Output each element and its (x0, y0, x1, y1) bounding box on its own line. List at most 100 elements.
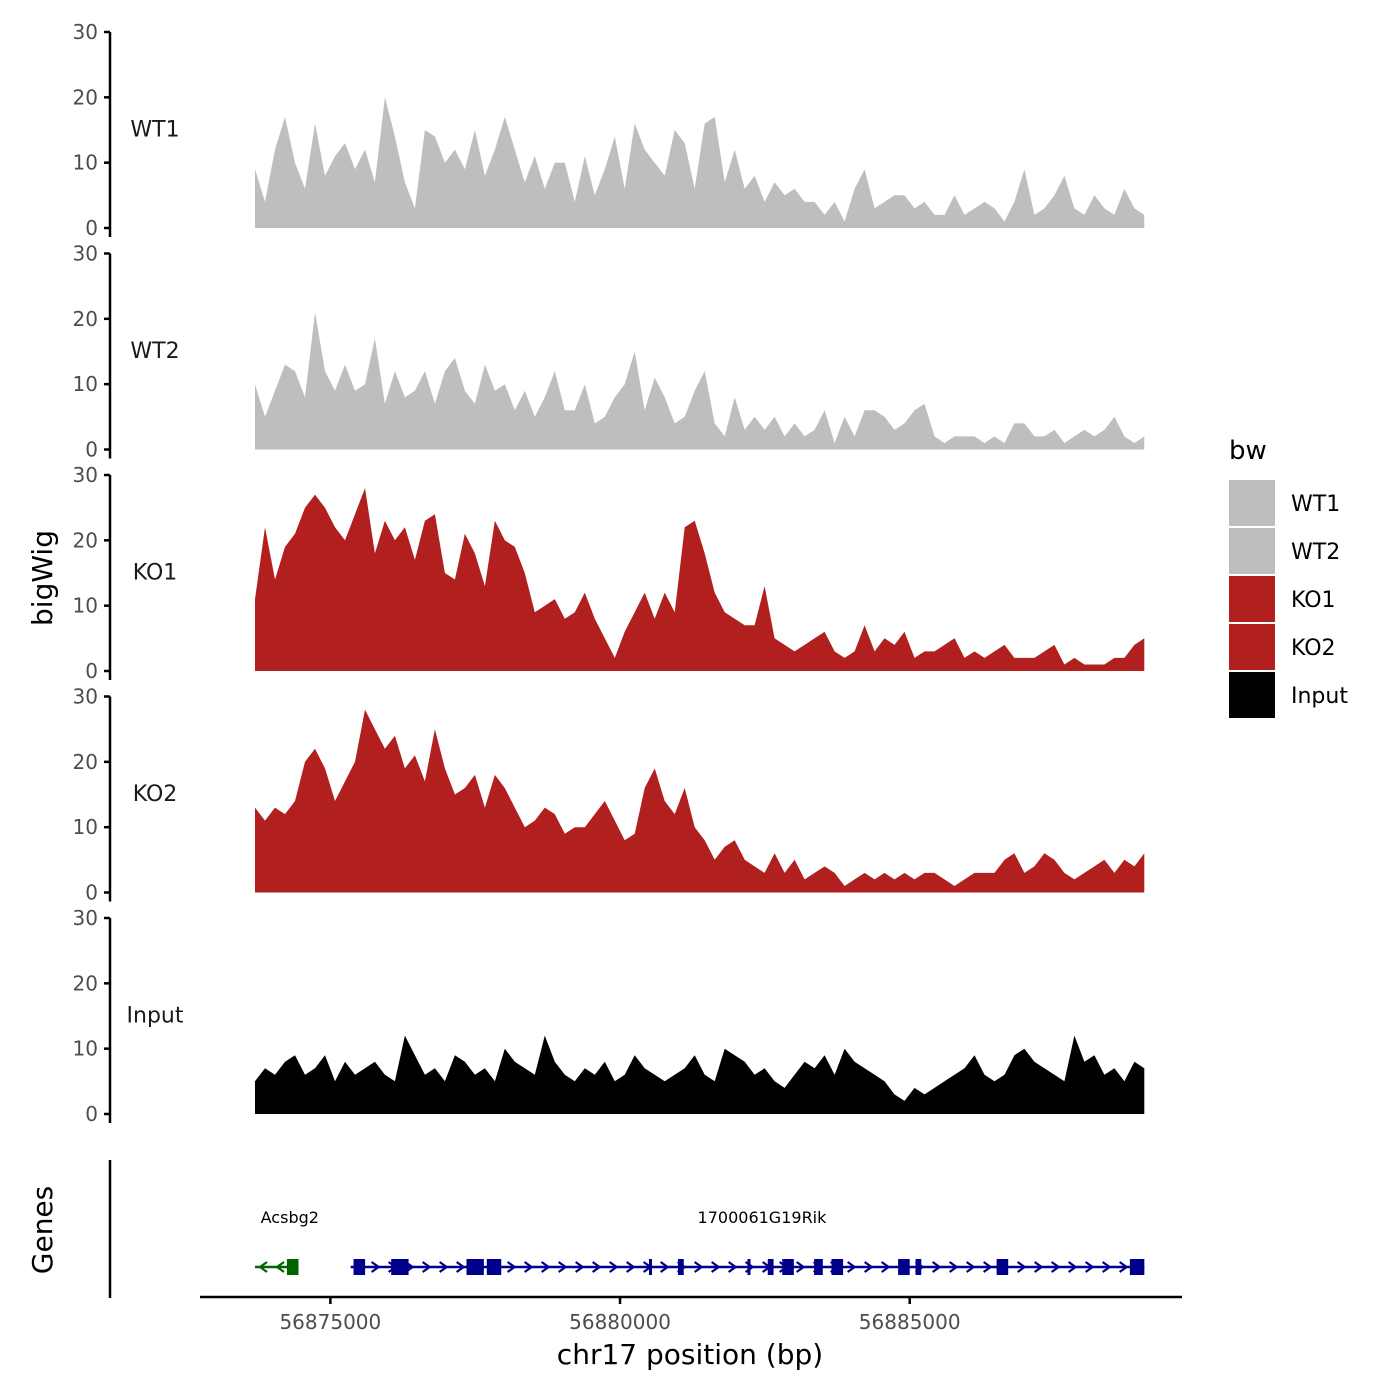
strand-chevron (1050, 1261, 1061, 1273)
gene-1700061g19rik: 1700061G19Rik (350, 1208, 1145, 1275)
strand-chevron (931, 1261, 942, 1273)
strand-chevron (523, 1261, 534, 1273)
strand-chevron (608, 1261, 619, 1273)
legend-label: Input (1291, 684, 1348, 709)
strand-chevron (1118, 1261, 1129, 1273)
area-ko2 (255, 709, 1145, 893)
strand-chevron (1033, 1261, 1044, 1273)
strand-chevron (1067, 1261, 1078, 1273)
strand-chevron (693, 1261, 704, 1273)
strand-chevron (557, 1261, 568, 1273)
track-input: 0 10 20 30 Input (73, 906, 1145, 1126)
y-tick-label: 30 (73, 906, 98, 930)
legend-swatch (1229, 528, 1275, 574)
strand-chevron (727, 1261, 738, 1273)
y-tick-label: 0 (85, 1102, 98, 1126)
x-tick-label: 56885000 (859, 1310, 961, 1334)
exon (1129, 1259, 1145, 1275)
y-axis-title: bigWig (26, 530, 59, 626)
strand-chevron (795, 1261, 806, 1273)
y-tick-label: 10 (73, 815, 98, 839)
legend-swatch (1229, 480, 1275, 526)
area-wt2 (255, 312, 1145, 450)
exon (782, 1259, 794, 1275)
strand-chevron (1016, 1261, 1027, 1273)
area-ko1 (255, 488, 1145, 671)
track-label: Input (127, 1004, 184, 1029)
track-label: WT1 (130, 118, 179, 143)
track-label: WT2 (130, 339, 179, 364)
track-ko1: 0 10 20 30 KO1 (73, 463, 1145, 683)
strand-chevron (625, 1261, 636, 1273)
gene-label: Acsbg2 (261, 1208, 319, 1227)
area-input (255, 1035, 1145, 1114)
strand-chevron (1101, 1261, 1112, 1273)
exon (391, 1259, 409, 1275)
legend-label: KO1 (1291, 588, 1336, 613)
exon (767, 1259, 774, 1275)
legend-label: WT1 (1291, 492, 1340, 517)
area-wt1 (255, 97, 1145, 228)
strand-chevron (880, 1261, 891, 1273)
exon (353, 1259, 366, 1275)
strand-chevron (370, 1261, 381, 1273)
strand-chevron (455, 1261, 466, 1273)
strand-chevron (258, 1261, 268, 1273)
x-axis-title: chr17 position (bp) (557, 1338, 823, 1371)
exon (915, 1259, 922, 1275)
strand-chevron (540, 1261, 551, 1273)
track-label: KO1 (133, 561, 178, 586)
strand-chevron (846, 1261, 857, 1273)
strand-chevron (275, 1261, 285, 1273)
legend: bw WT1 WT2 KO1 KO2 Input (1229, 436, 1348, 718)
strand-chevron (591, 1261, 602, 1273)
y-tick-label: 0 (85, 659, 98, 683)
y-tick-label: 30 (73, 685, 98, 709)
legend-swatch (1229, 672, 1275, 718)
y-tick-label: 10 (73, 151, 98, 175)
genes-track: Acsbg2 1700061G19Rik (108, 1160, 1145, 1298)
y-tick-label: 20 (73, 750, 98, 774)
y-tick-label: 20 (73, 528, 98, 552)
strand-chevron (982, 1261, 993, 1273)
exon (814, 1259, 823, 1275)
strand-chevron (965, 1261, 976, 1273)
strand-chevron (863, 1261, 874, 1273)
legend-title: bw (1229, 436, 1267, 466)
y-tick-label: 0 (85, 216, 98, 240)
strand-chevron (659, 1261, 670, 1273)
track-ko2: 0 10 20 30 KO2 (73, 685, 1145, 905)
x-tick-label: 56875000 (279, 1310, 381, 1334)
legend-entries: WT1 WT2 KO1 KO2 Input (1229, 480, 1348, 718)
legend-entry-ko1: KO1 (1229, 576, 1336, 622)
y-tick-label: 10 (73, 594, 98, 618)
x-axis: 56875000 56880000 56885000 (200, 1295, 1182, 1334)
gene-acsbg2: Acsbg2 (255, 1208, 319, 1275)
exon (466, 1259, 484, 1275)
legend-entry-ko2: KO2 (1229, 624, 1336, 670)
exon (486, 1259, 502, 1275)
exon (831, 1259, 844, 1275)
track-wt1: 0 10 20 30 WT1 (73, 20, 1145, 240)
y-tick-label: 10 (73, 1037, 98, 1061)
legend-label: KO2 (1291, 636, 1336, 661)
genes-axis-title: Genes (26, 1186, 59, 1274)
x-tick-label: 56880000 (569, 1310, 671, 1334)
strand-chevron (506, 1261, 517, 1273)
strand-chevron (948, 1261, 959, 1273)
y-tick-label: 20 (73, 307, 98, 331)
strand-chevron (710, 1261, 721, 1273)
y-tick-label: 30 (73, 463, 98, 487)
strand-chevron (421, 1261, 432, 1273)
legend-swatch (1229, 576, 1275, 622)
exon (677, 1259, 684, 1275)
y-tick-label: 0 (85, 438, 98, 462)
strand-chevron (1084, 1261, 1095, 1273)
y-tick-label: 20 (73, 85, 98, 109)
exon (286, 1259, 299, 1275)
exon (898, 1259, 910, 1275)
exon (747, 1259, 751, 1275)
y-tick-label: 20 (73, 971, 98, 995)
legend-entry-wt2: WT2 (1229, 528, 1340, 574)
y-tick-label: 30 (73, 20, 98, 44)
